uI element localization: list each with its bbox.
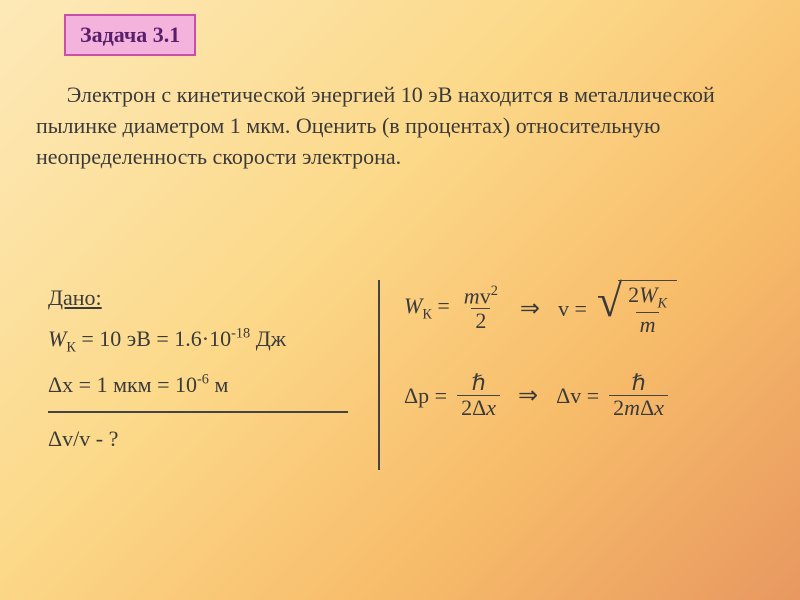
eq2-m: m [624,395,640,420]
dx-exp: -6 [197,372,209,388]
dx-val: = 1 мкм = 10 [73,372,197,397]
eq1-W2sub: К [657,295,667,311]
eq2-D: Δ [640,395,654,420]
eq1-frac1-den: 2 [471,308,490,333]
wk-symbol: W [48,326,66,351]
eq2-2b: 2 [613,395,624,420]
eq1-lhs: WК = [404,293,450,323]
eq2-dp: Δp [404,383,429,408]
given-find: Δv/v - ? [48,421,378,456]
eq2-x2: x [654,395,664,420]
given-block: Дано: WК = 10 эВ = 1.6·10-18 Дж Δx = 1 м… [48,280,378,470]
eq1-vsq: 2 [491,283,498,299]
eq1-equals: = [432,293,450,318]
arrow-icon: ⇒ [512,294,548,323]
eq2-hbar2: ℏ [628,371,650,395]
wk-sub: К [66,340,76,356]
eq1-sqrt: √ 2WК m [597,280,677,337]
solution-block: WК = mv2 2 ⇒ v = √ 2WК m Δp = ℏ [404,280,764,470]
eq2-lhs: Δp = [404,383,447,409]
eq1-W: W [404,293,422,318]
eq1-m: m [464,283,480,308]
dx-unit: м [209,372,228,397]
eq2-x1: x [486,395,496,420]
badge-label: Задача 3.1 [80,22,180,47]
wk-exp: -18 [231,326,250,342]
eq1-frac2-den: m [636,312,660,337]
vertical-divider [378,280,380,470]
eq1-frac1: mv2 2 [460,284,502,334]
problem-statement: Электрон с кинетической энергией 10 эВ н… [36,80,764,172]
equation-1: WК = mv2 2 ⇒ v = √ 2WК m [404,280,764,337]
eq1-frac1-num: mv2 [460,284,502,309]
given-header: Дано: [48,280,378,315]
eq2-2d: 2Δ [461,395,486,420]
eq2-hbar1: ℏ [468,371,490,395]
problem-text: Электрон с кинетической энергией 10 эВ н… [36,82,715,169]
eq1-Wsub: К [422,307,432,323]
given-wk: WК = 10 эВ = 1.6·10-18 Дж [48,321,378,359]
eq1-frac2-num: 2WК [624,283,671,312]
wk-unit: Дж [250,326,286,351]
eq2-frac2-den: 2mΔx [609,395,668,420]
wk-val: = 10 эВ = 1.6·10 [76,326,231,351]
eq1-frac2: 2WК m [624,283,671,337]
eq1-v: v [480,283,491,308]
eq2-frac1: ℏ 2Δx [457,371,500,420]
equation-2: Δp = ℏ 2Δx ⇒ Δv = ℏ 2mΔx [404,371,764,420]
eq2-frac1-den: 2Δx [457,395,500,420]
dx-symbol: Δx [48,372,73,397]
eq1-v-eq: v = [558,296,587,322]
eq1-W2: W [639,282,657,307]
eq2-dv: Δv = [556,383,599,409]
given-dx: Δx = 1 мкм = 10-6 м [48,367,378,402]
eq2-frac2: ℏ 2mΔx [609,371,668,420]
work-area: Дано: WК = 10 эВ = 1.6·10-18 Дж Δx = 1 м… [48,280,764,470]
problem-badge: Задача 3.1 [64,14,196,56]
find-text: Δv/v - ? [48,426,118,451]
eq1-2: 2 [628,282,639,307]
given-divider [48,411,348,413]
eq2-equals: = [429,383,447,408]
arrow-icon-2: ⇒ [510,381,546,410]
eq1-radicand: 2WК m [618,280,677,337]
